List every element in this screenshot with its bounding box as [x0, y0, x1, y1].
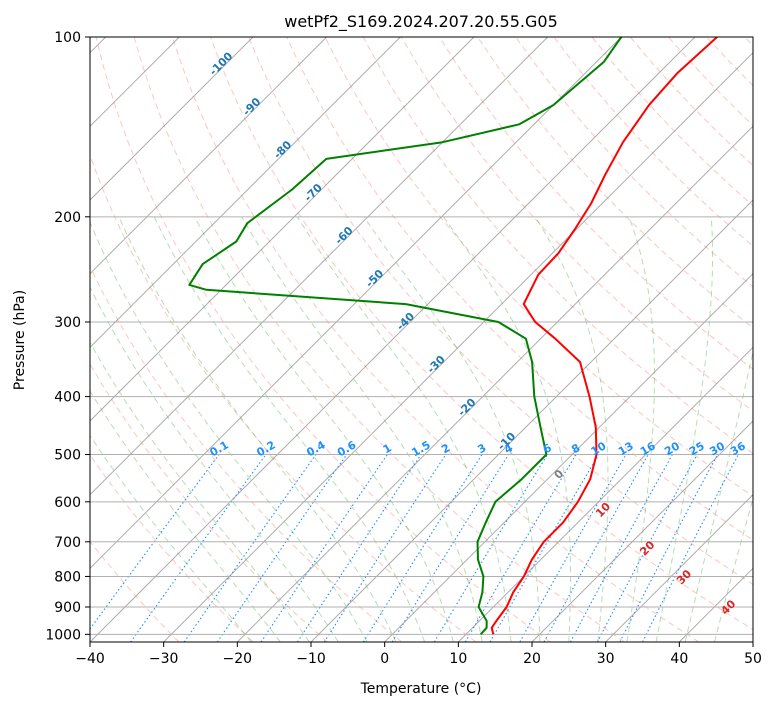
moist-adiabat-line: [90, 220, 368, 642]
mixing-ratio-line: [596, 454, 698, 642]
moist-adiabat-line: [90, 286, 339, 642]
dry-adiabat-line: [90, 265, 403, 642]
dry-adiabat-line: [438, 37, 753, 370]
dry-adiabat-line: [90, 363, 328, 642]
isotherm-line: [90, 37, 328, 275]
moist-adiabat-line: [118, 216, 397, 642]
chart-title: wetPf2_S169.2024.207.20.55.G05: [284, 12, 558, 32]
dry-adiabats: [90, 37, 753, 642]
x-axis-ticks: −40 −30 −20 −10 0 10 20 30 40 50: [75, 642, 762, 667]
y-tick-label: 700: [54, 535, 81, 551]
dry-adiabat-line: [515, 37, 753, 288]
y-tick-label: 1000: [45, 627, 81, 643]
isotherm-line: [236, 125, 753, 642]
x-axis-label: Temperature (°C): [360, 681, 482, 697]
isotherm-line: [90, 37, 401, 349]
dry-adiabat-line: [90, 453, 254, 642]
mixing-ratio-lines: [90, 454, 739, 642]
moist-adiabat-line: [153, 216, 426, 642]
dewpoint-line: [188, 37, 623, 635]
x-tick-label: 40: [670, 651, 688, 667]
x-tick-label: 0: [380, 651, 389, 667]
moist-adiabat-line: [241, 216, 483, 642]
isotherm-line: [90, 37, 254, 201]
isotherm-line: [90, 37, 696, 642]
mixing-ratio-line: [489, 454, 600, 642]
x-tick-label: −30: [149, 651, 179, 667]
isotherm-line: [90, 37, 622, 570]
moist-adiabat-line: [655, 216, 713, 642]
mixing-ratio-line: [216, 454, 348, 642]
plot-frame: [89, 36, 754, 643]
x-tick-label: 50: [744, 651, 762, 667]
mixing-ratio-line: [323, 454, 447, 642]
mixing-ratio-line: [464, 454, 577, 642]
plot-area: -100-90-80-70-60-50-40-30-20-100.1 0.2 0.4…: [90, 37, 753, 642]
dry-adiabat-line: [324, 37, 753, 498]
moist-adiabat-line: [90, 390, 281, 642]
moist-adiabat-line: [90, 341, 310, 642]
moist-adiabat-line: [90, 434, 252, 642]
isotherm-line: [605, 493, 753, 642]
isotherm-line: [163, 51, 753, 642]
y-tick-label: 400: [54, 390, 81, 406]
dry-adiabat-line: [95, 37, 551, 642]
temperature-line: [490, 37, 718, 635]
mixing-ratio-line: [519, 454, 627, 642]
y-tick-label: 800: [54, 569, 81, 585]
dry-adiabat-line: [477, 37, 753, 329]
isotherm-line: [531, 420, 753, 642]
x-tick-label: 30: [597, 651, 615, 667]
dry-adiabat-line: [400, 37, 753, 412]
y-tick-label: 500: [54, 448, 81, 464]
dry-adiabat-line: [133, 37, 625, 642]
mixing-ratio-line: [297, 454, 422, 642]
y-axis-ticks: 100 200 300 400 500 600 700 800 900 1000: [45, 30, 90, 643]
mixing-ratio-line: [183, 454, 317, 642]
y-tick-label: 600: [54, 495, 81, 511]
y-tick-label: 100: [54, 30, 81, 46]
x-tick-label: 10: [449, 651, 467, 667]
mixing-ratio-line: [569, 454, 673, 642]
isotherm-line: [457, 346, 753, 642]
mixing-ratio-line: [130, 454, 267, 642]
y-axis-label: Pressure (hPa): [12, 290, 28, 390]
isotherm-line: [384, 272, 753, 642]
dry-adiabat-line: [90, 153, 477, 642]
sounding-series: [188, 37, 718, 635]
isotherm-line: [90, 37, 475, 422]
mixing-ratio-line: [433, 454, 548, 642]
isotherms: [90, 37, 753, 642]
moist-adiabat-line: [363, 216, 541, 642]
moist-adiabat-line: [534, 216, 609, 642]
dry-adiabat-line: [210, 37, 753, 631]
y-tick-label: 200: [54, 210, 81, 226]
isotherm-line: [310, 199, 753, 642]
y-tick-label: 900: [54, 600, 81, 616]
dry-adiabat-line: [362, 37, 753, 455]
x-tick-label: −20: [223, 651, 253, 667]
dry-adiabat-line: [286, 37, 753, 541]
mixing-ratio-line: [260, 454, 388, 642]
x-tick-label: −40: [75, 651, 105, 667]
dry-adiabat-line: [171, 37, 700, 642]
y-tick-label: 300: [54, 315, 81, 331]
moist-adiabat-line: [626, 216, 656, 642]
x-tick-label: −10: [296, 651, 326, 667]
pressure-gridlines: [90, 37, 753, 635]
mixing-ratio-line: [90, 454, 220, 630]
isotherm-line: [90, 37, 549, 496]
x-tick-label: 20: [523, 651, 541, 667]
dry-adiabat-line: [248, 37, 753, 586]
